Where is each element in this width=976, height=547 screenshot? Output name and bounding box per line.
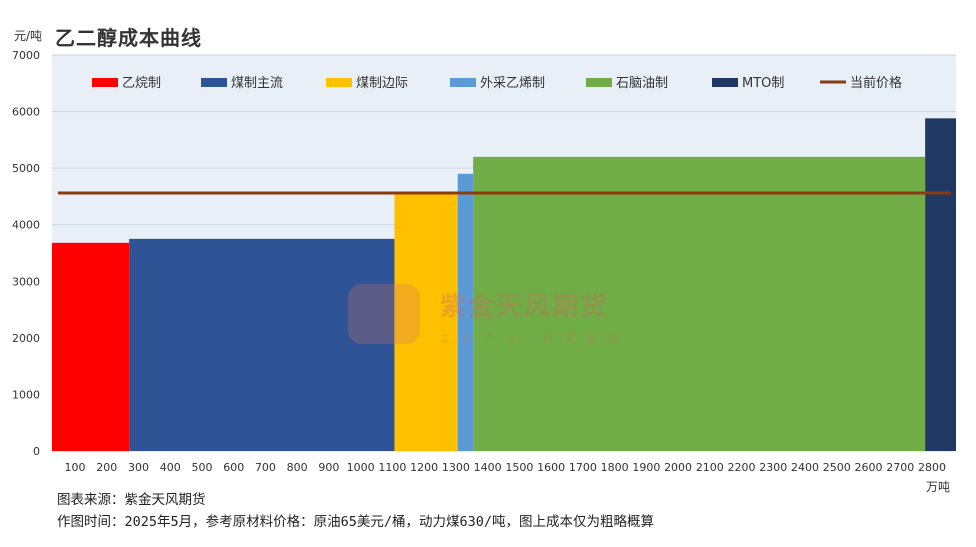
y-axis-unit: 元/吨	[14, 29, 43, 43]
time-note: 作图时间：2025年5月，参考原材料价格：原油65美元/桶，动力煤630/吨，图…	[57, 514, 655, 530]
x-axis-unit: 万吨	[926, 480, 951, 494]
x-tick-label: 2800	[918, 461, 946, 474]
cost-bar-5	[473, 156, 926, 452]
x-tick-label: 1700	[569, 461, 597, 474]
x-tick-label: 1600	[537, 461, 565, 474]
x-tick-label: 500	[191, 461, 212, 474]
legend-label: 外采乙烯制	[480, 76, 545, 91]
y-tick-label: 0	[33, 445, 40, 458]
y-tick-label: 6000	[12, 106, 40, 119]
y-tick-label: 4000	[12, 219, 40, 232]
x-tick-label: 800	[287, 461, 308, 474]
x-tick-label: 300	[128, 461, 149, 474]
legend: 乙烷制 煤制主流 煤制边际 外采乙烯制 石脑油制 MTO制 当前价格	[92, 75, 902, 91]
legend-label: 石脑油制	[616, 76, 668, 91]
watermark-seal	[348, 284, 420, 344]
legend-swatch	[92, 78, 118, 87]
x-tick-label: 1400	[474, 461, 502, 474]
x-tick-label: 2300	[759, 461, 787, 474]
x-tick-label: 1800	[601, 461, 629, 474]
x-tick-label: 2500	[823, 461, 851, 474]
y-tick-label: 1000	[12, 388, 40, 401]
x-tick-label: 100	[65, 461, 86, 474]
x-tick-label: 2400	[791, 461, 819, 474]
x-tick-label: 200	[96, 461, 117, 474]
x-tick-label: 400	[160, 461, 181, 474]
source-note: 图表来源：紫金天风期货	[57, 492, 206, 508]
legend-label: 当前价格	[850, 75, 902, 91]
x-tick-label: 2700	[886, 461, 914, 474]
legend-swatch	[201, 78, 227, 87]
legend-swatch	[712, 78, 738, 87]
watermark-name: 紫金天风期货	[440, 292, 609, 322]
x-tick-label: 1300	[442, 461, 470, 474]
legend-label: MTO制	[742, 76, 784, 91]
x-tick-label: 1100	[378, 461, 406, 474]
y-axis-ticks: 0 1000 2000 3000 4000 5000 6000 7000	[12, 49, 40, 458]
x-tick-label: 600	[223, 461, 244, 474]
x-tick-label: 900	[318, 461, 339, 474]
y-tick-label: 3000	[12, 275, 40, 288]
legend-label: 煤制主流	[231, 76, 283, 91]
x-tick-label: 2600	[855, 461, 883, 474]
x-tick-label: 1000	[347, 461, 375, 474]
cost-bar-3	[394, 191, 458, 451]
x-tick-label: 700	[255, 461, 276, 474]
x-tick-label: 2100	[696, 461, 724, 474]
legend-swatch	[326, 78, 352, 87]
x-tick-label: 1900	[632, 461, 660, 474]
cost-bar-6	[925, 118, 956, 452]
legend-swatch	[586, 78, 612, 87]
y-tick-label: 2000	[12, 332, 40, 345]
y-tick-label: 5000	[12, 162, 40, 175]
x-tick-label: 2000	[664, 461, 692, 474]
cost-bar-1	[52, 242, 130, 451]
x-axis-ticks: 100 200 300 400 500 600 700 800 900 1000 1100 1200 1…	[65, 461, 947, 474]
legend-label: 煤制边际	[356, 76, 408, 91]
watermark-slogan: 立足产业 研究驱动	[440, 334, 632, 345]
y-tick-label: 7000	[12, 49, 40, 62]
x-tick-label: 2200	[728, 461, 756, 474]
cost-bar-2	[129, 238, 395, 451]
chart-title: 乙二醇成本曲线	[55, 26, 202, 50]
cost-bar-4	[457, 173, 474, 452]
x-tick-label: 1200	[410, 461, 438, 474]
legend-swatch	[450, 78, 476, 87]
bars	[52, 118, 956, 452]
legend-label: 乙烷制	[122, 76, 161, 91]
x-tick-label: 1500	[505, 461, 533, 474]
